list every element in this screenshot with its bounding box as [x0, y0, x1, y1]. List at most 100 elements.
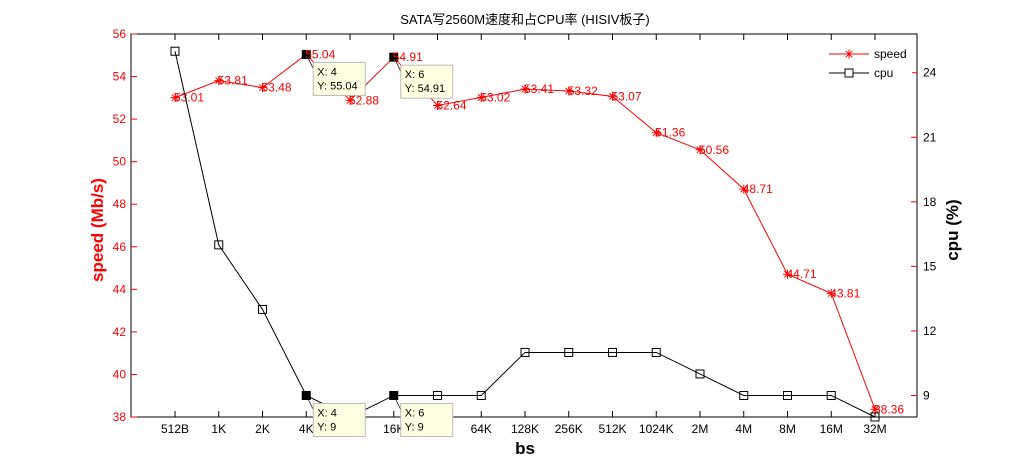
speed-data-label: 51.36	[655, 126, 685, 140]
asterisk-stroke	[258, 84, 267, 92]
legend-label-cpu: cpu	[874, 66, 893, 80]
speed-point	[170, 93, 180, 103]
speed-data-label: 55.04	[305, 47, 335, 61]
speed-point	[564, 86, 574, 96]
y-left-tick-label: 46	[113, 240, 127, 254]
speed-point	[739, 184, 749, 194]
datatip-pointer	[393, 395, 402, 410]
speed-data-label: 52.88	[349, 93, 379, 107]
cpu-point	[170, 46, 180, 56]
datatip-x-text: X: 6	[405, 407, 425, 419]
x-tick-label: 512B	[161, 422, 189, 436]
datatip-box	[400, 402, 454, 437]
speed-data-label: 50.56	[699, 143, 729, 157]
y-left-tick-label: 42	[113, 325, 127, 339]
speed-point	[608, 91, 617, 101]
speed-data-label: 53.07	[612, 89, 642, 103]
speed-point	[783, 269, 792, 279]
datatip: X: 6 Y: 54.91	[393, 57, 454, 99]
x-tick-label: 2K	[255, 422, 270, 436]
asterisk-stroke	[215, 77, 223, 85]
cpu-point	[214, 240, 224, 250]
speed-data-label: 53.81	[218, 74, 248, 88]
cpu-point	[476, 390, 486, 400]
y-left-tick-label: 44	[113, 282, 127, 296]
speed-point	[520, 84, 530, 94]
cpu-point	[783, 390, 792, 400]
legend-box	[827, 44, 912, 84]
x-tick-label: 128K	[511, 422, 539, 436]
x-tick-label: 8M	[779, 422, 796, 436]
cpu-point	[826, 390, 836, 400]
speed-point	[476, 92, 486, 102]
y-right-tick-label: 15	[923, 259, 937, 273]
x-tick-label: 16K	[383, 422, 404, 436]
y-left-tick-label: 38	[113, 410, 127, 424]
legend-marker-speed	[844, 49, 854, 59]
speed-point	[826, 288, 836, 298]
x-axis-title: bs	[515, 439, 535, 458]
speed-data-label: 53.41	[524, 82, 554, 96]
y-right-axis-title: cpu (%)	[943, 199, 962, 260]
y-left-tick-label: 56	[113, 27, 127, 41]
legend-marker-cpu	[844, 68, 854, 78]
speed-point	[258, 83, 267, 93]
asterisk-stroke	[521, 85, 529, 93]
cpu-point	[564, 347, 574, 357]
y-right-tick-label: 21	[923, 130, 937, 144]
speed-point	[345, 95, 355, 105]
speed-data-label: 48.71	[743, 182, 773, 196]
x-tick-label: 512K	[598, 422, 626, 436]
datatip-y-text: Y: 9	[405, 421, 424, 433]
cpu-point	[739, 390, 749, 400]
speed-point	[870, 404, 880, 414]
y-left-tick-label: 52	[113, 112, 127, 126]
datatip-box	[312, 61, 366, 96]
asterisk-stroke	[740, 185, 748, 193]
speed-data-label: 44.71	[787, 267, 817, 281]
speed-point	[651, 128, 661, 138]
asterisk-stroke	[477, 93, 485, 101]
y-left-axis-title: speed (Mb/s)	[88, 178, 107, 282]
datatip-box	[312, 402, 366, 437]
speed-data-label: 53.01	[174, 91, 204, 105]
asterisk-stroke	[433, 101, 442, 110]
y-left-tick-label: 50	[113, 155, 127, 169]
asterisk-stroke	[608, 92, 617, 100]
cpu-point	[608, 347, 617, 357]
cpu-point	[695, 369, 705, 379]
x-tick-label: 1024K	[639, 422, 674, 436]
datatip-x-text: X: 4	[317, 66, 337, 78]
y-right-tick-label: 9	[923, 388, 930, 402]
datatip-pointer	[305, 54, 314, 69]
series-line-cpu	[174, 51, 876, 418]
cpu-point	[520, 347, 530, 357]
datatip-x-text: X: 6	[405, 69, 425, 81]
asterisk-stroke	[565, 87, 573, 95]
plot-layer: 38 40 42 44 46 48 50 52 54 56 9 12 15 18 21 24 512B 1K 2K 4…	[113, 27, 937, 437]
speed-point	[433, 100, 442, 110]
speed-data-label: 43.81	[830, 286, 860, 300]
legend-label-speed: speed	[874, 47, 907, 61]
y-right-tick-label: 12	[923, 324, 937, 338]
datatip-x-text: X: 4	[317, 407, 337, 419]
asterisk-stroke	[696, 146, 704, 154]
x-tick-label: 32M	[863, 422, 886, 436]
asterisk-stroke	[346, 96, 354, 104]
y-right-tick-label: 24	[923, 66, 937, 80]
cpu-point	[651, 347, 661, 357]
speed-data-label: 38.36	[874, 402, 904, 416]
speed-point	[695, 145, 705, 155]
x-tick-label: 4K	[299, 422, 314, 436]
speed-data-label: 54.91	[393, 50, 423, 64]
datatip-y-text: Y: 54.91	[405, 83, 445, 95]
asterisk-stroke	[827, 289, 835, 297]
datatip-y-text: Y: 55.04	[317, 80, 357, 92]
x-tick-label: 4M	[735, 422, 752, 436]
speed-point	[214, 76, 224, 86]
x-tick-label: 64K	[471, 422, 492, 436]
speed-data-label: 52.64	[437, 98, 467, 112]
cpu-point	[433, 390, 442, 400]
